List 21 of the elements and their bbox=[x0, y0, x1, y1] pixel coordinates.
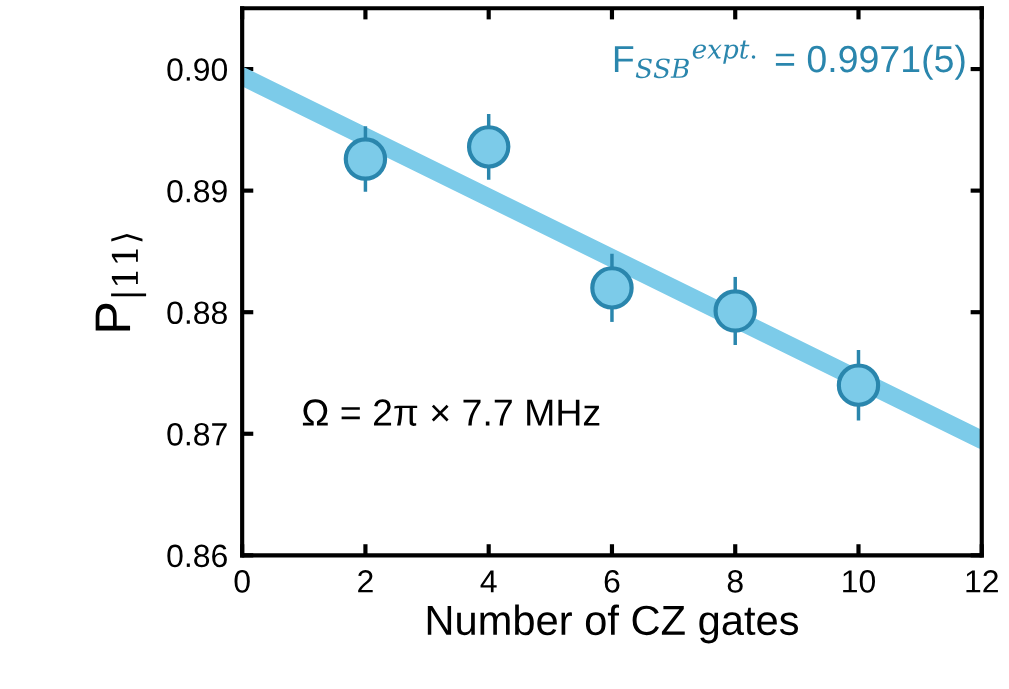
point bbox=[590, 266, 634, 310]
x-tick-label: 2 bbox=[358, 570, 373, 593]
y-tick-label: 0.88 bbox=[167, 301, 227, 325]
y-tick-label: 0.90 bbox=[167, 58, 228, 81]
x-tick-label: 8 bbox=[727, 570, 743, 593]
point bbox=[343, 137, 388, 181]
x-tick-label: 4 bbox=[480, 570, 497, 593]
annotation: Ω = 2π × 7.7 MHz bbox=[302, 399, 600, 426]
x-tick-label: 6 bbox=[604, 570, 620, 593]
x-tick-label: 10 bbox=[843, 570, 876, 593]
point bbox=[836, 363, 881, 407]
point bbox=[713, 289, 757, 333]
x-tick-label: 0 bbox=[234, 570, 250, 593]
y-tick-label: 0.89 bbox=[167, 179, 227, 203]
y-tick-label: 0.86 bbox=[167, 544, 227, 568]
y-axis-title: P$_{|11⟩}$ bbox=[95, 233, 147, 331]
x-axis-title: Number of CZ gates bbox=[427, 604, 799, 644]
point bbox=[466, 125, 511, 169]
annotation: F$_{SSB}$$^{expt.}$ = 0.9971(5) bbox=[614, 40, 965, 80]
y-tick-label: 0.87 bbox=[167, 423, 227, 446]
x-tick-label: 12 bbox=[966, 570, 998, 593]
